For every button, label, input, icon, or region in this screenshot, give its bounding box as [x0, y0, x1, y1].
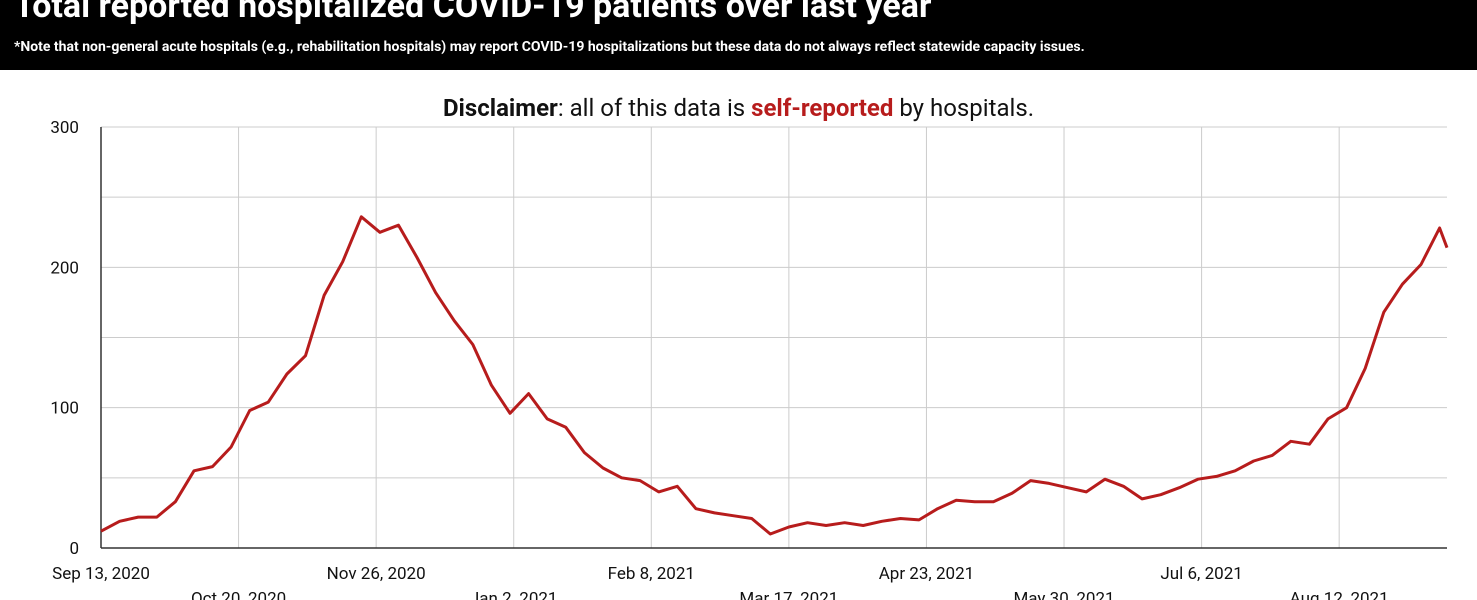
x-tick-label: Oct 20, 2020: [191, 589, 286, 600]
title: Total reported hospitalized COVID-19 pat…: [14, 0, 932, 26]
x-tick-label: May 30, 2021: [1013, 589, 1114, 600]
x-tick-label: Sep 13, 2020: [52, 564, 150, 584]
x-tick-label: Apr 23, 2021: [879, 564, 975, 584]
x-tick-label: Nov 26, 2020: [327, 564, 426, 584]
x-tick-label: Mar 17, 2021: [739, 589, 838, 600]
note: *Note that non-general acute hospitals (…: [14, 39, 1085, 55]
subtitle: Disclaimer: all of this data is self-rep…: [0, 94, 1477, 122]
x-tick-label: Jan 2, 2021: [470, 589, 558, 600]
subtitle-highlight: self-reported: [751, 94, 894, 122]
x-tick-label: Feb 8, 2021: [608, 564, 695, 584]
header: Total reported hospitalized COVID-19 pat…: [0, 0, 1477, 70]
data-line: [100, 215, 1449, 536]
subtitle-text: by hospitals.: [899, 94, 1035, 122]
x-tick-label: Aug 12, 2021: [1290, 589, 1389, 600]
y-tick-label: 200: [50, 258, 79, 278]
x-tick-label: Jul 6, 2021: [1160, 564, 1242, 584]
subtitle-text: : all of this data is: [557, 94, 746, 122]
y-tick-label: 0: [69, 539, 79, 559]
y-tick-label: 100: [50, 399, 79, 419]
y-tick-label: 300: [50, 118, 79, 138]
subtitle-bold: Disclaimer: [442, 94, 558, 122]
